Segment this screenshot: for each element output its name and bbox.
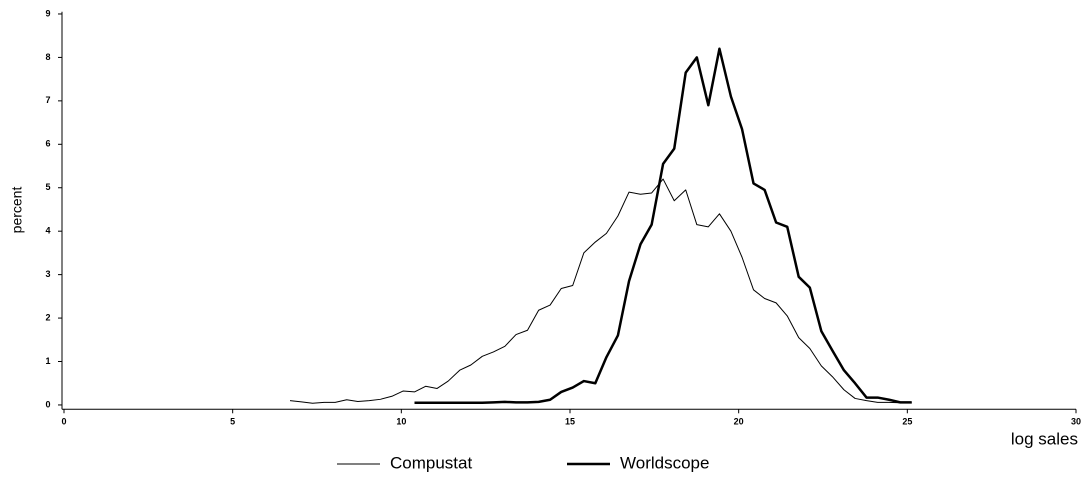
x-tick-label: 25 (902, 417, 912, 427)
x-tick-label: 0 (61, 417, 66, 427)
y-tick-label: 3 (45, 269, 50, 279)
y-tick-label: 8 (45, 52, 50, 62)
x-tick-label: 15 (565, 417, 575, 427)
y-tick-label: 7 (45, 95, 50, 105)
x-tick-label: 5 (230, 417, 235, 427)
y-axis-label: percent (9, 187, 25, 234)
x-tick-label: 10 (396, 417, 406, 427)
series-line (289, 178, 912, 404)
y-tick-label: 4 (45, 226, 50, 236)
x-tick-label: 20 (734, 417, 744, 427)
y-tick-label: 0 (45, 399, 50, 409)
legend-label: Compustat (390, 453, 472, 472)
series-line (414, 47, 912, 405)
y-tick-label: 1 (45, 356, 50, 366)
y-tick-label: 9 (45, 8, 50, 18)
y-tick-label: 2 (45, 312, 50, 322)
legend-label: Worldscope (620, 453, 709, 472)
y-tick-label: 5 (45, 182, 50, 192)
x-tick-label: 30 (1071, 417, 1081, 427)
y-tick-label: 6 (45, 139, 50, 149)
x-axis-label: log sales (1011, 429, 1078, 448)
